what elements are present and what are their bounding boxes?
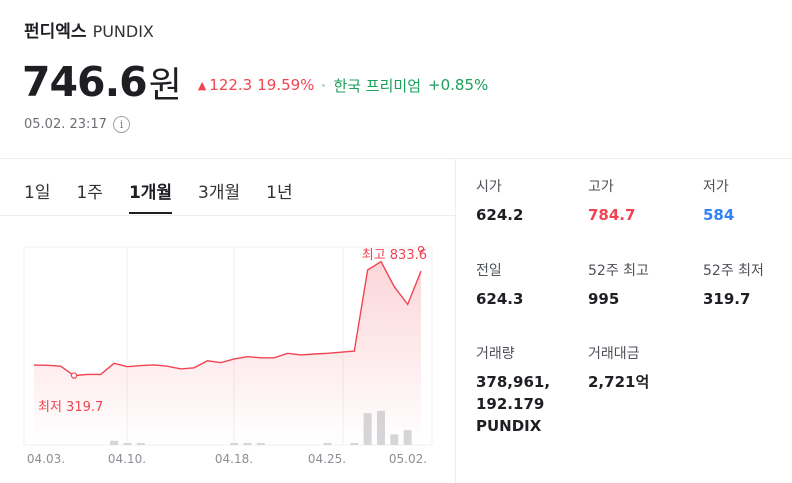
separator-dot — [322, 83, 326, 87]
info-icon[interactable]: i — [112, 116, 130, 133]
x-tick-label: 04.10. — [108, 452, 146, 466]
min-label: 최저 319.7 — [38, 400, 103, 415]
divider — [0, 158, 792, 159]
stat-52w-high: 52주 최고 995 — [588, 260, 649, 310]
max-label: 최고 833.6 — [362, 248, 427, 263]
x-tick-label: 05.02. — [389, 452, 427, 466]
change-rate: 19.59% — [257, 76, 315, 94]
korea-premium-label: 한국 프리미엄 — [333, 76, 422, 95]
stat-open: 시가 624.2 — [476, 176, 523, 226]
stat-high: 고가 784.7 — [588, 176, 635, 226]
stat-low: 저가 584 — [703, 176, 734, 226]
stat-volume: 거래량 378,961,192.179 PUNDIX — [476, 343, 556, 437]
coin-name: 펀디엑스 — [24, 22, 87, 42]
max-point — [417, 245, 425, 253]
stat-value: 2,721억 — [588, 373, 650, 391]
coin-ticker: PUNDIX — [92, 22, 154, 41]
stat-value: 624.3 — [476, 290, 524, 308]
price-change: ▲ 122.3 19.59% 한국 프리미엄 +0.85% — [198, 75, 488, 96]
stat-value: 784.7 — [588, 206, 636, 224]
up-arrow-icon: ▲ — [197, 78, 207, 92]
stat-value: 378,961,192.179 PUNDIX — [476, 373, 551, 435]
tab-3months[interactable]: 3개월 — [198, 183, 241, 203]
tab-1day[interactable]: 1일 — [24, 183, 51, 203]
timestamp-row: 05.02. 23:17 i — [24, 116, 130, 133]
stat-prev-close: 전일 624.3 — [476, 260, 523, 310]
price-line — [33, 260, 422, 377]
tab-1month[interactable]: 1개월 — [128, 178, 173, 214]
price-area — [34, 261, 421, 445]
x-tick-label: 04.03. — [27, 452, 65, 466]
stat-value: 624.2 — [476, 206, 524, 224]
current-price: 746.6 — [22, 58, 148, 106]
price-unit: 원 — [148, 65, 182, 106]
stat-label: 52주 최고 — [588, 263, 649, 279]
coin-header: 펀디엑스 PUNDIX — [24, 17, 154, 42]
stat-value: 995 — [588, 290, 620, 308]
x-axis-ticks: 04.03. 04.10. 04.18. 04.25. 05.02. — [27, 452, 427, 466]
stat-label: 거래량 — [476, 346, 515, 362]
price-row: 746.6 원 ▲ 122.3 19.59% 한국 프리미엄 +0.85% — [22, 54, 488, 110]
tab-1year[interactable]: 1년 — [266, 183, 293, 203]
min-point — [70, 372, 78, 379]
x-tick-label: 04.18. — [215, 452, 253, 466]
tab-1week[interactable]: 1주 — [76, 183, 103, 203]
stat-label: 고가 — [588, 179, 614, 195]
stat-label: 저가 — [703, 179, 729, 195]
stat-value: 319.7 — [703, 290, 751, 308]
stat-label: 시가 — [476, 179, 502, 195]
stat-label: 전일 — [476, 263, 502, 279]
period-tabs: 1일 1주 1개월 3개월 1년 — [24, 178, 319, 214]
tabs-underline — [0, 215, 455, 216]
x-tick-label: 04.25. — [308, 452, 346, 466]
stat-label: 52주 최저 — [703, 263, 764, 279]
price-chart[interactable]: 최고 833.6 최저 319.7 04.03. 04.10. 04.18. 04.2… — [0, 216, 455, 468]
divider — [455, 159, 456, 483]
stat-value: 584 — [703, 206, 735, 224]
stat-label: 거래대금 — [588, 346, 640, 362]
stat-turnover: 거래대금 2,721억 — [588, 343, 649, 393]
korea-premium-value: +0.85% — [428, 76, 489, 94]
change-amount: 122.3 — [209, 76, 253, 94]
stat-52w-low: 52주 최저 319.7 — [703, 260, 764, 310]
timestamp: 05.02. 23:17 — [24, 117, 107, 132]
